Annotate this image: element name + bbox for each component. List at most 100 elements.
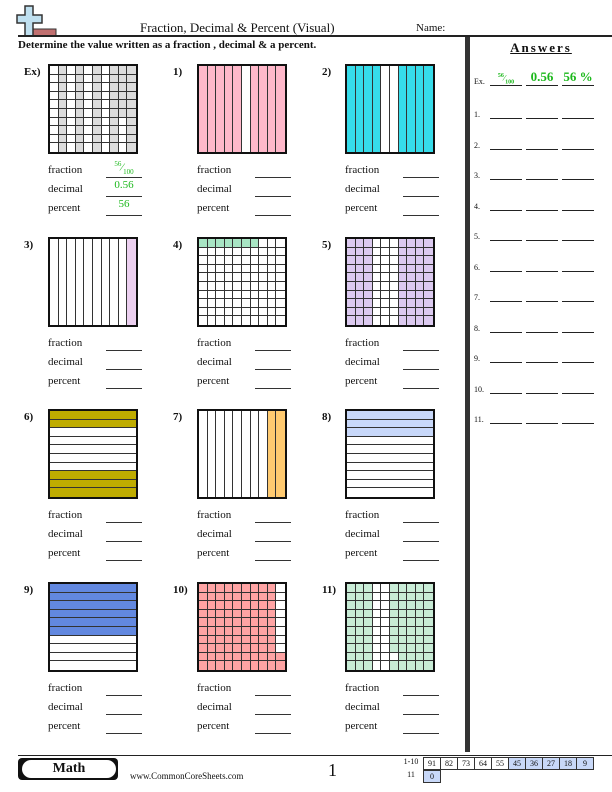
decimal-answer-blank[interactable] — [403, 352, 439, 370]
answer-blank[interactable] — [562, 392, 594, 394]
model-cell — [415, 627, 425, 636]
fraction-answer-blank[interactable] — [403, 160, 439, 178]
decimal-answer-blank[interactable] — [403, 179, 439, 197]
model-cell — [276, 273, 285, 282]
percent-answer-blank[interactable]: 56 — [106, 198, 142, 216]
answer-blank[interactable] — [526, 301, 558, 302]
answer-blank[interactable] — [562, 423, 594, 424]
decimal-answer-blank[interactable] — [106, 697, 142, 715]
answer-blank[interactable] — [526, 392, 558, 394]
answer-blank[interactable] — [526, 270, 558, 272]
answer-blank[interactable] — [490, 331, 522, 333]
answer-blank[interactable] — [562, 148, 594, 150]
model-cell — [347, 437, 433, 446]
model-cell — [355, 652, 365, 662]
answer-blank[interactable] — [490, 392, 522, 394]
answer-blank[interactable] — [562, 362, 594, 363]
fraction-answer-blank[interactable] — [106, 678, 142, 696]
answer-blank[interactable] — [562, 179, 594, 180]
answer-blank[interactable] — [490, 148, 522, 150]
model-cell — [355, 618, 365, 627]
model-cell — [110, 126, 119, 135]
fraction-answer-blank[interactable]: 56⁄100 — [106, 160, 142, 178]
decimal-answer-blank[interactable] — [106, 352, 142, 370]
percent-answer-blank[interactable] — [403, 198, 439, 216]
decimal-label: decimal — [197, 528, 232, 540]
percent-answer-blank[interactable] — [403, 543, 439, 561]
model-cell — [347, 445, 433, 454]
answer-blank[interactable] — [562, 118, 594, 119]
model-cell — [58, 117, 68, 127]
decimal-answer-blank[interactable] — [255, 352, 291, 370]
answer-blank[interactable] — [490, 362, 522, 363]
answer-blank[interactable] — [490, 423, 522, 424]
answer-blank[interactable] — [562, 301, 594, 302]
answer-blank[interactable] — [562, 331, 594, 333]
percent-answer-blank[interactable] — [255, 716, 291, 734]
model-cell — [372, 247, 382, 257]
decimal-answer-blank[interactable] — [403, 524, 439, 542]
fraction-label: fraction — [197, 682, 232, 694]
model-cell — [276, 66, 285, 152]
decimal-answer-blank[interactable] — [255, 524, 291, 542]
decimal-answer-blank[interactable] — [403, 697, 439, 715]
answer-blank[interactable] — [526, 423, 558, 424]
fraction-answer-blank[interactable] — [403, 333, 439, 351]
model-cell — [224, 601, 234, 610]
answer-blank[interactable] — [526, 148, 558, 150]
model-cell — [347, 618, 356, 627]
percent-answer-blank[interactable] — [106, 543, 142, 561]
model-cell — [415, 618, 425, 627]
answer-blank[interactable] — [526, 179, 558, 180]
answer-blank[interactable] — [490, 118, 522, 119]
percent-answer-blank[interactable] — [255, 371, 291, 389]
answer-blank[interactable] — [526, 240, 558, 241]
model-cell — [93, 239, 102, 325]
fraction-answer-blank[interactable] — [255, 333, 291, 351]
model-cell — [233, 592, 242, 602]
fraction-answer-blank[interactable] — [403, 505, 439, 523]
answer-blank[interactable] — [526, 362, 558, 363]
answer-blank[interactable] — [526, 118, 558, 119]
answer-blank[interactable]: 56⁄100 — [490, 73, 522, 86]
answer-blank[interactable] — [562, 209, 594, 211]
percent-answer-blank[interactable] — [255, 543, 291, 561]
decimal-answer-blank[interactable]: 0.56 — [106, 179, 142, 197]
percent-answer-blank[interactable] — [403, 716, 439, 734]
answer-blank[interactable]: 56 % — [562, 69, 594, 86]
decimal-answer-blank[interactable] — [255, 697, 291, 715]
percent-answer-blank[interactable] — [106, 371, 142, 389]
model-cell — [424, 635, 433, 645]
problem-number: 11) — [322, 584, 337, 596]
model-cell — [268, 316, 277, 325]
answer-blank[interactable] — [526, 209, 558, 211]
answer-blank[interactable] — [562, 240, 594, 241]
answer-blank[interactable]: 0.56 — [526, 69, 558, 86]
answer-blank[interactable] — [526, 331, 558, 333]
model-cell — [242, 299, 251, 308]
fraction-answer-blank[interactable] — [106, 505, 142, 523]
percent-answer-blank[interactable] — [255, 198, 291, 216]
fraction-answer-blank[interactable] — [255, 678, 291, 696]
decimal-answer-blank[interactable] — [255, 179, 291, 197]
model-cell — [364, 247, 373, 257]
fraction-answer-blank[interactable] — [403, 678, 439, 696]
model-cell — [199, 609, 208, 619]
answer-blank[interactable] — [490, 270, 522, 272]
percent-answer-blank[interactable] — [106, 716, 142, 734]
fraction-answer-blank[interactable] — [255, 160, 291, 178]
model-cell — [233, 299, 242, 308]
percent-answer-blank[interactable] — [403, 371, 439, 389]
answer-blank[interactable] — [490, 179, 522, 180]
answer-blank[interactable] — [490, 209, 522, 211]
model-cell — [67, 91, 76, 101]
model-cell — [407, 644, 416, 653]
answer-blank[interactable] — [562, 270, 594, 272]
answer-blank[interactable] — [490, 240, 522, 241]
model-cell — [58, 100, 68, 109]
answer-blank[interactable] — [490, 301, 522, 302]
fraction-answer-blank[interactable] — [255, 505, 291, 523]
bank-value: 64 — [474, 757, 492, 770]
decimal-answer-blank[interactable] — [106, 524, 142, 542]
fraction-answer-blank[interactable] — [106, 333, 142, 351]
